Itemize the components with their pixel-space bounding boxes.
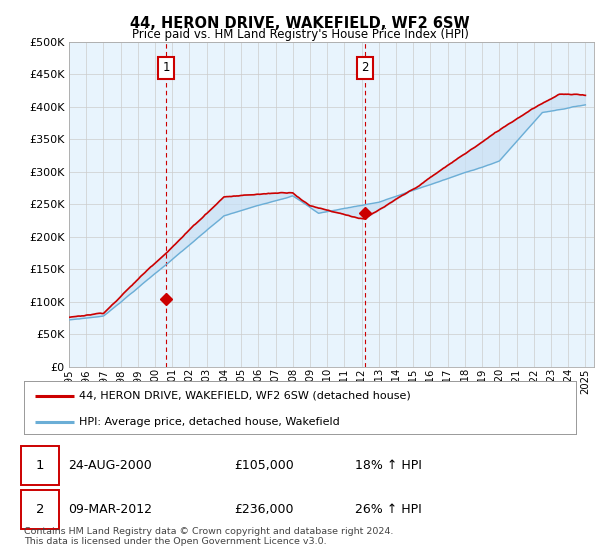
Text: Contains HM Land Registry data © Crown copyright and database right 2024.
This d: Contains HM Land Registry data © Crown c… (24, 526, 394, 546)
Text: 18% ↑ HPI: 18% ↑ HPI (355, 459, 422, 472)
Text: 44, HERON DRIVE, WAKEFIELD, WF2 6SW (detached house): 44, HERON DRIVE, WAKEFIELD, WF2 6SW (det… (79, 391, 411, 401)
Text: 24-AUG-2000: 24-AUG-2000 (68, 459, 152, 472)
Text: 44, HERON DRIVE, WAKEFIELD, WF2 6SW: 44, HERON DRIVE, WAKEFIELD, WF2 6SW (130, 16, 470, 31)
Text: 1: 1 (36, 459, 44, 472)
Text: 2: 2 (36, 503, 44, 516)
Text: Price paid vs. HM Land Registry's House Price Index (HPI): Price paid vs. HM Land Registry's House … (131, 28, 469, 41)
Text: HPI: Average price, detached house, Wakefield: HPI: Average price, detached house, Wake… (79, 417, 340, 427)
Text: 1: 1 (163, 62, 170, 74)
Text: 26% ↑ HPI: 26% ↑ HPI (355, 503, 422, 516)
FancyBboxPatch shape (21, 490, 59, 529)
Text: 09-MAR-2012: 09-MAR-2012 (68, 503, 152, 516)
Text: £105,000: £105,000 (234, 459, 293, 472)
Text: 2: 2 (361, 62, 368, 74)
Text: £236,000: £236,000 (234, 503, 293, 516)
FancyBboxPatch shape (21, 446, 59, 485)
